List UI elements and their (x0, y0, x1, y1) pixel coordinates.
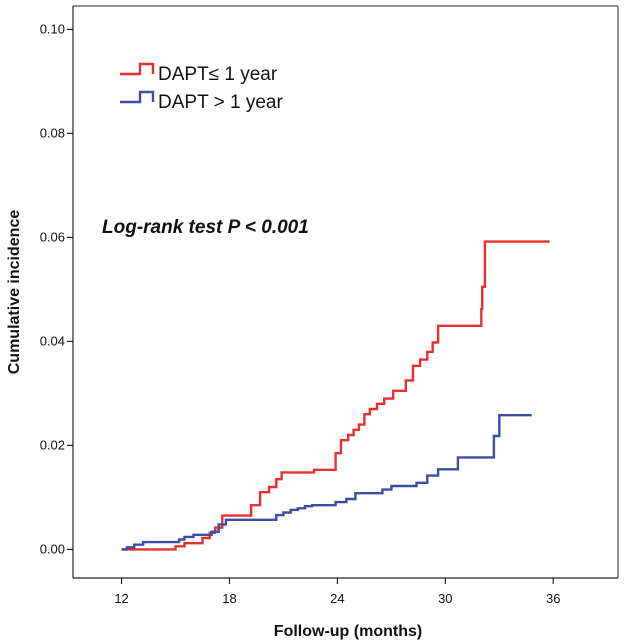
legend: DAPT≤ 1 year DAPT > 1 year (120, 62, 283, 113)
legend-swatch-dapt-le-1-year (120, 62, 155, 76)
legend-label-dapt-le-1-year: DAPT≤ 1 year (158, 64, 278, 85)
x-tick-label: 12 (114, 591, 128, 606)
x-tick-label: 18 (222, 591, 236, 606)
y-axis-title: Cumulative incidence (6, 210, 23, 375)
x-axis-ticks: 12 18 24 30 36 (114, 578, 560, 606)
y-tick-label: 0.10 (40, 21, 65, 36)
plot-frame (72, 5, 619, 579)
legend-label-dapt-gt-1-year: DAPT > 1 year (158, 92, 283, 113)
series-line-dapt-gt-1-year (121, 414, 532, 551)
y-axis-ticks: 0.00 0.02 0.04 0.06 0.08 0.10 (40, 21, 73, 556)
x-tick-label: 30 (438, 591, 452, 606)
x-axis-title: Follow-up (months) (274, 623, 422, 640)
log-rank-annotation: Log-rank test P < 0.001 (102, 217, 309, 238)
y-tick-label: 0.04 (40, 333, 65, 348)
y-tick-label: 0.08 (40, 125, 65, 140)
y-tick-label: 0.02 (40, 437, 65, 452)
x-tick-label: 36 (546, 591, 560, 606)
series-layer (121, 240, 550, 551)
y-tick-label: 0.00 (40, 541, 65, 556)
legend-swatch-dapt-gt-1-year (120, 90, 155, 104)
y-tick-label: 0.06 (40, 229, 65, 244)
x-tick-label: 24 (330, 591, 344, 606)
